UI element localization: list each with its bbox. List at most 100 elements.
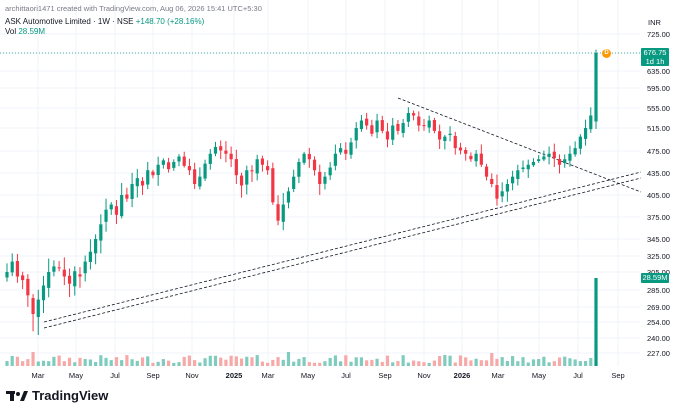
volume-bar bbox=[172, 362, 176, 366]
candle-body bbox=[109, 204, 113, 210]
candle-body bbox=[208, 153, 212, 164]
candle-body bbox=[375, 120, 379, 133]
candle-body bbox=[151, 171, 155, 176]
candle-body bbox=[401, 123, 405, 133]
time-tick-label: Jul bbox=[341, 371, 351, 380]
candle-body bbox=[500, 191, 504, 197]
volume-bar bbox=[531, 359, 536, 366]
candle-body bbox=[57, 267, 61, 269]
candle-body bbox=[21, 275, 25, 281]
price-tick-label: 305.00 bbox=[647, 268, 670, 277]
volume-bar bbox=[563, 356, 567, 366]
candle-body bbox=[203, 163, 207, 179]
candle-body bbox=[344, 149, 348, 154]
time-tick-label: May bbox=[300, 371, 316, 380]
volume-bar bbox=[594, 278, 598, 366]
candle-body bbox=[422, 125, 426, 127]
volume-bar bbox=[166, 360, 171, 366]
candle-body bbox=[552, 151, 556, 159]
volume-bar bbox=[297, 358, 301, 366]
volume-bar bbox=[36, 361, 40, 366]
volume-bar bbox=[375, 358, 379, 366]
candle-body bbox=[182, 156, 186, 166]
volume-bar bbox=[370, 359, 374, 366]
currency-label: INR bbox=[648, 18, 661, 27]
candle-body bbox=[104, 209, 108, 222]
price-tick-label: 269.00 bbox=[647, 303, 670, 312]
volume-bar bbox=[99, 355, 103, 366]
candle-body bbox=[349, 142, 353, 155]
price-tick-label: 515.00 bbox=[647, 124, 670, 133]
candle-body bbox=[260, 158, 265, 165]
tradingview-wordmark: TradingView bbox=[32, 388, 109, 403]
volume-bar bbox=[229, 355, 233, 366]
candle-body bbox=[359, 120, 364, 130]
candle-body bbox=[52, 266, 56, 272]
volume-bar bbox=[568, 358, 572, 366]
candle-body bbox=[417, 116, 421, 126]
candle-body bbox=[318, 171, 322, 184]
volume-bar bbox=[292, 361, 296, 366]
dividend-marker-icon[interactable]: D bbox=[602, 49, 611, 58]
candle-body bbox=[146, 170, 150, 185]
candle-body bbox=[187, 166, 192, 171]
volume-bar bbox=[411, 360, 416, 366]
volume-bar bbox=[208, 355, 212, 366]
symbol-legend[interactable]: ASK Automotive Limited · 1W · NSE +148.7… bbox=[5, 17, 204, 26]
volume-bar bbox=[323, 361, 327, 366]
volume-bar bbox=[266, 362, 270, 366]
candle-body bbox=[385, 131, 390, 140]
volume-bar bbox=[328, 357, 332, 366]
descending-trendline bbox=[397, 97, 642, 193]
candle-body bbox=[83, 261, 87, 274]
last-price: 676.75 bbox=[643, 48, 667, 57]
time-tick-label: Mar bbox=[31, 371, 45, 380]
candle-body bbox=[469, 155, 473, 160]
candle-body bbox=[568, 153, 572, 161]
volume-bar bbox=[182, 356, 186, 366]
candle-body bbox=[15, 261, 20, 277]
candle-body bbox=[281, 204, 285, 222]
volume-bar bbox=[302, 357, 306, 366]
tradingview-logo[interactable]: TradingView bbox=[6, 388, 108, 403]
volume-bar bbox=[219, 357, 223, 366]
volume-bar bbox=[109, 360, 113, 366]
volume-bar bbox=[453, 362, 457, 366]
candle-body bbox=[276, 204, 280, 221]
candle-body bbox=[224, 150, 228, 154]
candle-body bbox=[250, 170, 254, 172]
volume-bar bbox=[521, 357, 525, 366]
candle-body bbox=[511, 176, 515, 184]
price-tick-label: 435.00 bbox=[647, 169, 670, 178]
candle-body bbox=[380, 120, 384, 131]
volume-bar bbox=[114, 357, 119, 366]
volume-legend[interactable]: Vol 28.59M bbox=[5, 27, 45, 36]
volume-bar bbox=[401, 355, 405, 366]
price-tick-label: 227.00 bbox=[647, 349, 670, 358]
volume-badge: 28.59M bbox=[641, 273, 669, 283]
volume-bar bbox=[161, 359, 165, 366]
volume-bar bbox=[432, 360, 437, 366]
volume-bar bbox=[57, 355, 61, 366]
volume-bar bbox=[500, 357, 504, 366]
volume-bar bbox=[5, 361, 9, 366]
volume-bar bbox=[573, 359, 577, 366]
volume-bar bbox=[380, 361, 384, 366]
candle-body bbox=[239, 175, 244, 186]
candle-body bbox=[521, 167, 525, 170]
candle-body bbox=[47, 272, 51, 288]
candle-body bbox=[406, 113, 410, 122]
time-tick-label: Nov bbox=[185, 371, 199, 380]
candle-body bbox=[62, 269, 66, 277]
time-tick-label: Sep bbox=[146, 371, 160, 380]
candle-body bbox=[328, 167, 332, 176]
price-tick-label: 725.00 bbox=[647, 30, 670, 39]
ascending-trendline-upper bbox=[43, 171, 642, 323]
volume-bar bbox=[365, 360, 369, 366]
volume-bar bbox=[120, 360, 124, 366]
candle-body bbox=[177, 156, 181, 162]
candle-body bbox=[10, 261, 14, 273]
candle-body bbox=[125, 194, 129, 199]
